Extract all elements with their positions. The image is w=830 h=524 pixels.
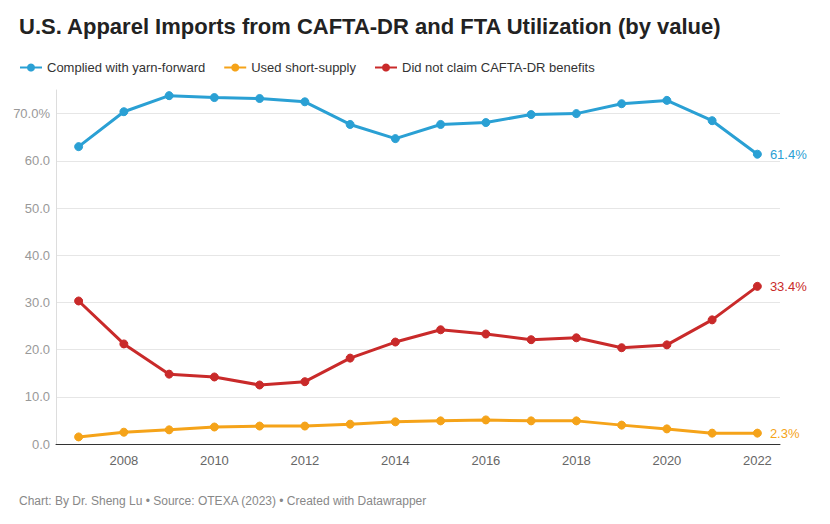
svg-text:U.S. Apparel Imports from CAFT: U.S. Apparel Imports from CAFTA-DR and F… [19,14,721,39]
svg-text:10.0: 10.0 [25,389,50,404]
svg-text:2012: 2012 [290,453,319,468]
svg-text:33.4%: 33.4% [770,279,807,294]
svg-text:0.0: 0.0 [32,437,50,452]
svg-text:Did not claim CAFTA-DR benefit: Did not claim CAFTA-DR benefits [402,60,595,75]
svg-text:2018: 2018 [562,453,591,468]
svg-text:2022: 2022 [743,453,772,468]
svg-text:2010: 2010 [200,453,229,468]
svg-text:70.0%: 70.0% [13,106,50,121]
svg-text:Complied with yarn-forward: Complied with yarn-forward [47,60,205,75]
svg-text:2020: 2020 [652,453,681,468]
svg-text:Used short-supply: Used short-supply [251,60,356,75]
svg-text:61.4%: 61.4% [770,147,807,162]
svg-text:60.0: 60.0 [25,153,50,168]
svg-text:Chart: By Dr. Sheng Lu • Sourc: Chart: By Dr. Sheng Lu • Source: OTEXA (… [19,494,426,508]
svg-text:2.3%: 2.3% [770,426,800,441]
svg-text:2016: 2016 [471,453,500,468]
svg-text:40.0: 40.0 [25,248,50,263]
svg-text:2008: 2008 [109,453,138,468]
svg-text:30.0: 30.0 [25,295,50,310]
svg-text:2014: 2014 [381,453,410,468]
svg-text:50.0: 50.0 [25,201,50,216]
svg-text:20.0: 20.0 [25,342,50,357]
